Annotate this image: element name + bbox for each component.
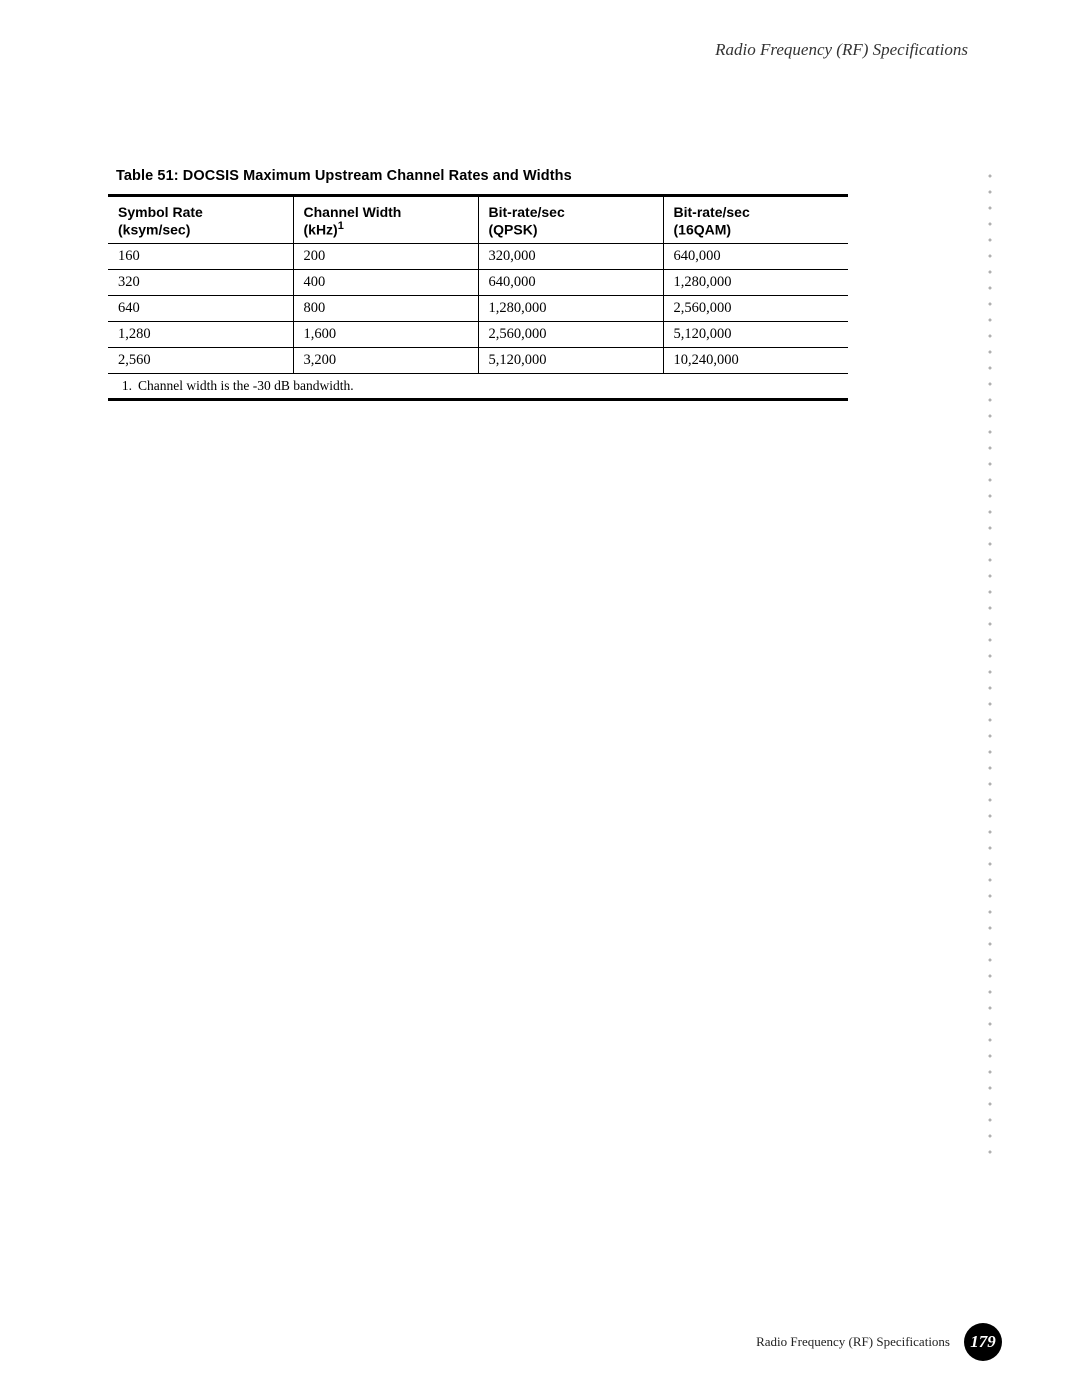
- margin-dot-rule: [988, 168, 992, 1163]
- cell: 320,000: [478, 243, 663, 269]
- cell: 10,240,000: [663, 347, 848, 373]
- col-header-sup: 1: [338, 220, 344, 232]
- col-header-line2: (ksym/sec): [118, 222, 190, 238]
- cell: 2,560: [108, 347, 293, 373]
- cell: 1,280: [108, 321, 293, 347]
- cell: 2,560,000: [478, 321, 663, 347]
- cell: 160: [108, 243, 293, 269]
- footnote-index: 1.: [118, 378, 132, 394]
- table-row: 320 400 640,000 1,280,000: [108, 269, 848, 295]
- table-row: 1,280 1,600 2,560,000 5,120,000: [108, 321, 848, 347]
- footnote-text: Channel width is the -30 dB bandwidth.: [138, 378, 354, 393]
- page: Radio Frequency (RF) Specifications Tabl…: [0, 0, 1080, 1397]
- content-area: Table 51: DOCSIS Maximum Upstream Channe…: [108, 168, 848, 401]
- cell: 640: [108, 295, 293, 321]
- table-header-row: Symbol Rate (ksym/sec) Channel Width (kH…: [108, 196, 848, 244]
- table-footnote: 1. Channel width is the -30 dB bandwidth.: [108, 373, 848, 399]
- col-header-symbol-rate: Symbol Rate (ksym/sec): [108, 196, 293, 244]
- col-header-line2: (QPSK): [489, 222, 538, 238]
- cell: 200: [293, 243, 478, 269]
- cell: 1,280,000: [478, 295, 663, 321]
- cell: 3,200: [293, 347, 478, 373]
- rates-table: Symbol Rate (ksym/sec) Channel Width (kH…: [108, 194, 848, 401]
- cell: 1,280,000: [663, 269, 848, 295]
- col-header-line2: (16QAM): [674, 222, 732, 238]
- cell: 640,000: [478, 269, 663, 295]
- footer-text: Radio Frequency (RF) Specifications: [756, 1334, 950, 1350]
- running-header: Radio Frequency (RF) Specifications: [715, 40, 968, 60]
- table-row: 640 800 1,280,000 2,560,000: [108, 295, 848, 321]
- cell: 1,600: [293, 321, 478, 347]
- table-row: 160 200 320,000 640,000: [108, 243, 848, 269]
- col-header-line1: Channel Width: [304, 204, 402, 220]
- col-header-line2: (kHz): [304, 222, 338, 238]
- cell: 640,000: [663, 243, 848, 269]
- col-header-line1: Bit-rate/sec: [489, 204, 565, 220]
- cell: 400: [293, 269, 478, 295]
- cell: 800: [293, 295, 478, 321]
- col-header-line1: Symbol Rate: [118, 204, 203, 220]
- cell: 320: [108, 269, 293, 295]
- table-title: Table 51: DOCSIS Maximum Upstream Channe…: [116, 168, 848, 184]
- page-number-badge: 179: [964, 1323, 1002, 1361]
- col-header-qpsk: Bit-rate/sec (QPSK): [478, 196, 663, 244]
- col-header-channel-width: Channel Width (kHz)1: [293, 196, 478, 244]
- table-row: 2,560 3,200 5,120,000 10,240,000: [108, 347, 848, 373]
- cell: 5,120,000: [663, 321, 848, 347]
- footer: Radio Frequency (RF) Specifications 179: [756, 1323, 1002, 1361]
- cell: 5,120,000: [478, 347, 663, 373]
- cell: 2,560,000: [663, 295, 848, 321]
- col-header-16qam: Bit-rate/sec (16QAM): [663, 196, 848, 244]
- col-header-line1: Bit-rate/sec: [674, 204, 750, 220]
- table-footnote-row: 1. Channel width is the -30 dB bandwidth.: [108, 373, 848, 399]
